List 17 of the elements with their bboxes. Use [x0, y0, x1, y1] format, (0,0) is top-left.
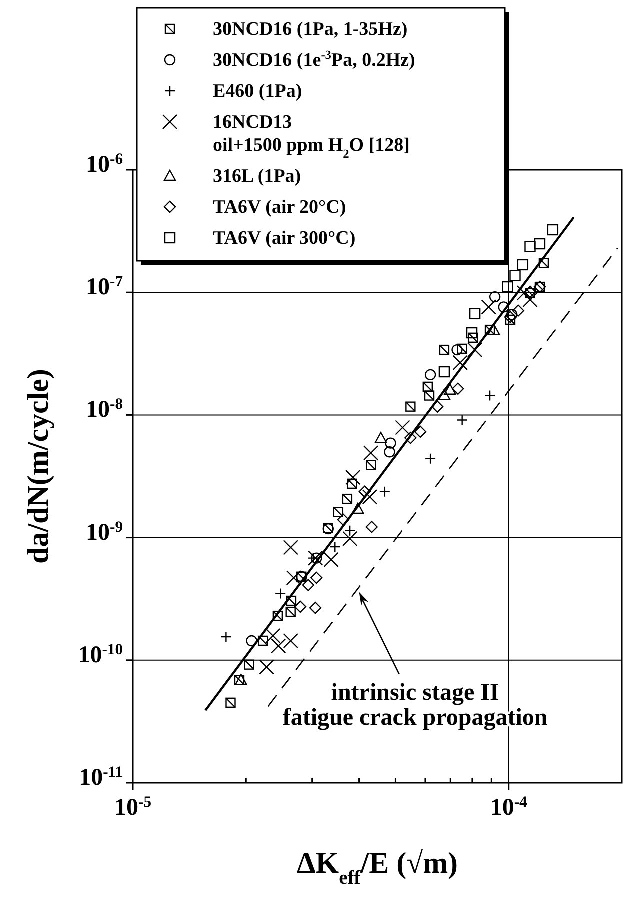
x-axis-title: ΔK$_{eff}$/E (√m): [296, 847, 458, 888]
legend-label: TA6V (air 20°C): [213, 197, 346, 218]
legend-label: 16NCD13 oil+1500 ppm H$_{2}$O [128]: [213, 112, 410, 161]
y-tick-label: 10$^{-8}$: [86, 396, 124, 424]
x-tick-label: 10$^{-4}$: [490, 794, 528, 821]
y-tick-label: 10$^{-9}$: [86, 518, 124, 546]
y-tick-label: 10$^{-10}$: [78, 640, 124, 668]
y-axis-title: da/dN(m/cycle): [22, 369, 55, 564]
y-tick-label: 10$^{-6}$: [86, 150, 124, 178]
legend-label: 316L (1Pa): [213, 166, 302, 187]
legend-label: E460 (1Pa): [213, 81, 302, 102]
legend-label: 30NCD16 (1e$^{-3}$Pa, 0.2Hz): [213, 48, 416, 71]
legend-label: TA6V (air 300°C): [213, 228, 356, 249]
y-tick-label: 10$^{-11}$: [79, 764, 123, 791]
legend-label: 30NCD16 (1Pa, 1-35Hz): [213, 19, 408, 40]
x-tick-label: 10$^{-5}$: [114, 794, 152, 821]
y-tick-label: 10$^{-7}$: [86, 273, 124, 301]
